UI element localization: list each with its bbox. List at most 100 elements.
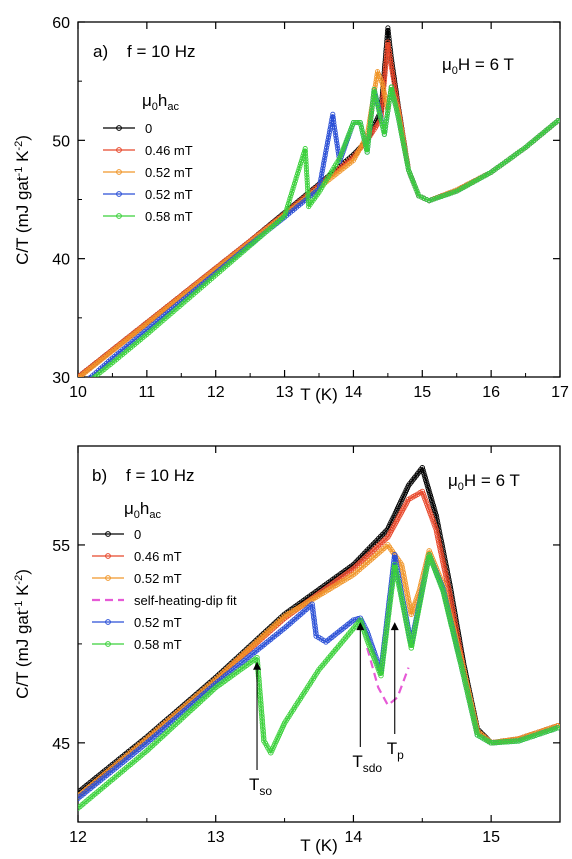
- data-point: [392, 83, 398, 90]
- data-point: [422, 570, 429, 576]
- data-point: [87, 376, 90, 377]
- data-point: [333, 138, 340, 144]
- data-point: [334, 140, 340, 146]
- annotation-arrow-head: [253, 661, 262, 670]
- data-point: [552, 725, 558, 732]
- data-point: [540, 729, 546, 736]
- data-point: [431, 521, 437, 527]
- legend-label: 0: [145, 121, 152, 136]
- legend-label: 0.58 mT: [134, 637, 182, 652]
- data-point: [368, 110, 375, 116]
- data-point: [366, 128, 373, 134]
- data-point: [385, 30, 392, 36]
- data-point: [461, 671, 468, 678]
- data-point: [424, 501, 430, 507]
- data-point: [372, 89, 378, 95]
- data-point: [409, 639, 416, 646]
- data-point: [396, 110, 402, 116]
- data-point: [462, 674, 469, 681]
- data-point: [444, 192, 450, 198]
- data-point: [433, 571, 440, 577]
- data-point: [424, 562, 430, 568]
- data-point: [304, 182, 310, 189]
- data-point: [400, 603, 406, 609]
- data-point: [401, 577, 408, 584]
- data-point: [373, 79, 379, 85]
- data-point: [388, 84, 394, 90]
- data-point: [418, 194, 424, 200]
- data-point: [372, 84, 378, 90]
- data-point: [369, 649, 375, 655]
- data-point: [363, 634, 370, 641]
- data-point: [365, 144, 371, 150]
- series-line: [93, 86, 560, 377]
- data-point: [359, 127, 365, 133]
- data-point: [396, 119, 402, 125]
- data-point: [431, 196, 437, 202]
- series-area-a: [78, 25, 560, 377]
- data-point: [460, 670, 466, 676]
- data-point: [403, 585, 409, 591]
- data-point: [311, 614, 317, 621]
- data-point: [382, 126, 388, 132]
- data-point: [426, 490, 433, 496]
- data-point: [458, 662, 464, 669]
- data-point: [395, 577, 401, 584]
- data-point: [490, 739, 497, 746]
- data-point: [383, 634, 389, 640]
- series-line: [78, 552, 560, 799]
- data-point: [414, 614, 420, 620]
- data-point: [385, 105, 391, 111]
- data-point: [323, 147, 329, 153]
- data-point: [388, 592, 394, 599]
- data-point: [441, 592, 447, 599]
- data-point: [401, 575, 407, 581]
- data-point: [374, 69, 381, 75]
- data-point: [368, 646, 374, 653]
- data-point: [438, 548, 444, 555]
- data-point: [470, 714, 476, 720]
- data-point: [387, 55, 393, 61]
- data-point: [320, 165, 326, 171]
- data-point: [382, 636, 389, 643]
- legend-marker: [116, 191, 122, 197]
- data-point: [381, 644, 388, 650]
- data-point: [456, 655, 463, 661]
- data-point: [332, 127, 338, 133]
- data-point: [398, 561, 405, 568]
- data-point: [442, 571, 449, 578]
- data-point: [390, 73, 396, 79]
- data-point: [474, 729, 480, 736]
- data-point: [385, 616, 391, 622]
- data-point: [442, 595, 448, 601]
- data-point: [393, 569, 400, 576]
- annotation-arrow-head: [390, 622, 399, 631]
- data-point: [312, 627, 319, 634]
- data-point: [382, 70, 388, 76]
- data-point: [379, 80, 385, 87]
- legend-marker: [116, 147, 122, 153]
- data-point: [366, 131, 372, 137]
- data-point: [330, 117, 337, 123]
- data-point: [428, 513, 435, 520]
- data-point: [360, 129, 366, 135]
- data-point: [389, 89, 395, 95]
- x-tick-label-a: 10: [69, 384, 87, 401]
- annotation-label: Tsdo: [352, 752, 382, 775]
- data-point: [404, 590, 410, 597]
- legend-marker: [105, 575, 111, 581]
- data-point: [297, 163, 303, 169]
- data-point: [402, 616, 409, 622]
- data-point: [397, 590, 404, 596]
- data-point: [394, 572, 400, 578]
- data-point: [399, 131, 405, 137]
- data-point: [440, 561, 447, 568]
- data-point: [376, 110, 383, 116]
- data-point: [376, 73, 383, 79]
- data-point: [293, 176, 299, 182]
- data-point: [333, 132, 339, 138]
- legend-label: 0.52 mT: [145, 187, 193, 202]
- data-point: [331, 119, 337, 125]
- data-point: [442, 597, 449, 604]
